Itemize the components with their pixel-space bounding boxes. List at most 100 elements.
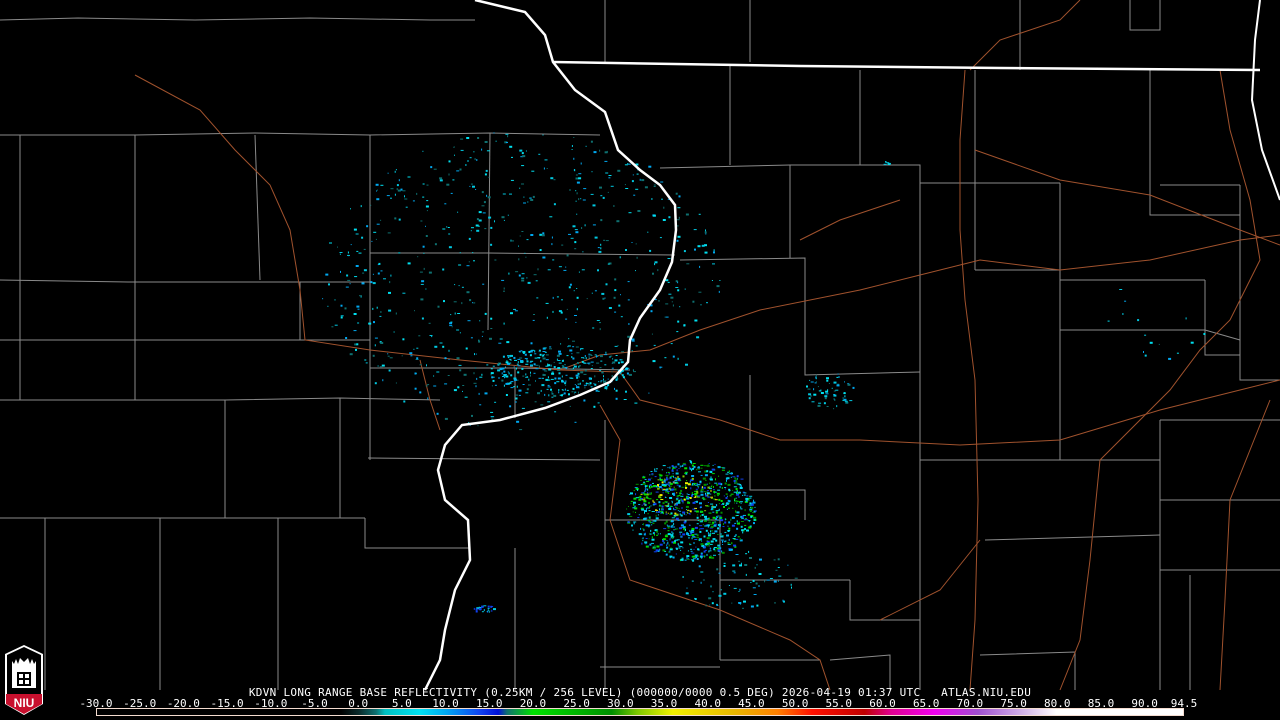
echo-pixel xyxy=(509,382,512,385)
echo-pixel xyxy=(574,229,578,231)
echo-pixel xyxy=(566,254,569,257)
echo-pixel xyxy=(824,395,828,398)
echo-pixel xyxy=(809,379,811,381)
echo-pixel xyxy=(723,523,724,525)
echo-pixel xyxy=(547,401,551,403)
echo-pixel xyxy=(484,312,487,315)
echo-pixel xyxy=(553,366,556,368)
echo-pixel xyxy=(380,219,382,221)
echo-pixel xyxy=(733,587,737,589)
colorbar-tick-label: 20.0 xyxy=(519,697,547,710)
echo-pixel xyxy=(593,383,595,385)
echo-pixel xyxy=(502,376,504,377)
echo-pixel xyxy=(388,309,392,312)
echo-pixel xyxy=(734,477,736,480)
echo-pixel xyxy=(749,502,752,505)
echo-pixel xyxy=(704,518,708,521)
echo-pixel xyxy=(344,307,347,310)
echo-pixel xyxy=(743,600,746,603)
echo-pixel xyxy=(651,492,652,495)
echo-pixel xyxy=(654,519,657,522)
echo-pixel xyxy=(416,192,418,195)
echo-pixel xyxy=(538,351,541,353)
echo-pixel xyxy=(766,579,770,581)
echo-pixel xyxy=(671,536,673,539)
echo-pixel xyxy=(649,492,651,494)
echo-pixel xyxy=(414,387,417,390)
echo-pixel xyxy=(536,297,539,299)
echo-pixel xyxy=(529,354,532,357)
echo-pixel xyxy=(674,503,678,505)
echo-pixel xyxy=(632,529,634,531)
echo-pixel xyxy=(689,524,691,526)
echo-pixel xyxy=(702,486,703,489)
echo-pixel xyxy=(676,497,679,499)
echo-pixel xyxy=(654,470,658,472)
echo-pixel xyxy=(713,490,716,493)
echo-pixel xyxy=(580,198,582,200)
echo-pixel xyxy=(694,493,698,496)
echo-pixel xyxy=(644,479,647,480)
echo-pixel xyxy=(817,386,819,388)
echo-pixel xyxy=(664,501,668,503)
echo-pixel xyxy=(700,467,703,469)
echo-pixel xyxy=(707,518,710,520)
echo-pixel xyxy=(758,585,760,587)
county-line xyxy=(1239,185,1280,381)
echo-pixel xyxy=(727,542,730,544)
colorbar-tick-label: 80.0 xyxy=(1044,697,1071,710)
echo-pixel xyxy=(521,277,525,279)
echo-pixel xyxy=(719,280,721,281)
echo-pixel xyxy=(692,559,695,562)
echo-pixel xyxy=(479,320,481,322)
echo-pixel xyxy=(679,465,681,468)
echo-pixel xyxy=(660,499,664,500)
echo-pixel xyxy=(684,467,688,470)
echo-pixel xyxy=(621,369,624,372)
echo-pixel xyxy=(720,511,723,514)
echo-pixel xyxy=(430,166,433,169)
echo-pixel xyxy=(599,355,603,358)
echo-pixel xyxy=(551,236,553,239)
echo-pixel xyxy=(666,477,668,479)
echo-pixel xyxy=(658,501,661,504)
echo-pixel xyxy=(556,381,560,383)
echo-pixel xyxy=(729,495,732,497)
echo-pixel xyxy=(750,503,754,506)
echo-pixel xyxy=(773,559,776,561)
echo-pixel xyxy=(444,417,448,420)
echo-pixel xyxy=(376,223,380,225)
echo-pixel xyxy=(599,322,601,324)
echo-pixel xyxy=(666,540,668,541)
echo-pixel xyxy=(572,387,575,390)
echo-pixel xyxy=(376,190,377,192)
echo-pixel xyxy=(575,174,578,176)
echo-pixel xyxy=(542,374,546,376)
echo-pixel xyxy=(694,510,698,512)
echo-pixel xyxy=(425,205,429,208)
echo-pixel xyxy=(631,242,633,243)
echo-pixel xyxy=(547,364,551,367)
echo-pixel xyxy=(739,484,741,487)
echo-pixel xyxy=(507,135,509,138)
echo-pixel xyxy=(373,231,377,233)
echo-pixel xyxy=(646,497,649,499)
echo-pixel xyxy=(562,389,565,391)
echo-pixel xyxy=(505,382,509,385)
echo-pixel xyxy=(665,513,668,515)
echo-pixel xyxy=(635,345,638,347)
echo-pixel xyxy=(578,391,579,394)
echo-pixel xyxy=(752,512,755,514)
echo-pixel xyxy=(602,196,605,199)
echo-pixel xyxy=(571,149,573,150)
echo-pixel xyxy=(655,485,658,488)
echo-pixel xyxy=(739,588,741,591)
echo-pixel xyxy=(673,536,675,538)
echo-pixel xyxy=(394,217,397,220)
echo-pixel xyxy=(844,395,846,398)
echo-pixel xyxy=(644,532,646,534)
echo-pixel xyxy=(381,364,385,367)
echo-pixel xyxy=(484,141,488,143)
echo-pixel xyxy=(584,224,586,227)
echo-pixel xyxy=(675,499,679,501)
